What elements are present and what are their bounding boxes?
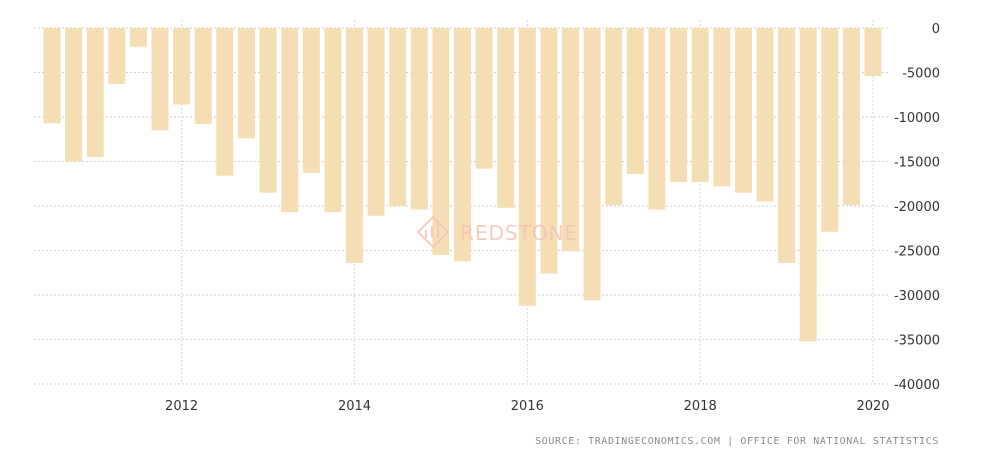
y-tick-label: -35000 bbox=[894, 334, 940, 349]
bar bbox=[432, 28, 450, 255]
bar bbox=[605, 28, 623, 206]
bar bbox=[756, 28, 774, 202]
bar bbox=[346, 28, 363, 263]
y-tick-label: -20000 bbox=[894, 200, 940, 215]
bar bbox=[43, 28, 61, 124]
bar bbox=[259, 28, 277, 193]
watermark: REDSTONE bbox=[416, 215, 578, 249]
bar bbox=[302, 28, 320, 174]
bar bbox=[65, 28, 83, 162]
bar bbox=[670, 28, 688, 182]
bars bbox=[43, 28, 882, 342]
bar bbox=[648, 28, 666, 210]
y-tick-label: -30000 bbox=[894, 289, 940, 304]
redstone-logo-icon bbox=[416, 215, 450, 249]
y-tick-label: -40000 bbox=[894, 378, 940, 393]
y-tick-label: -25000 bbox=[894, 245, 940, 260]
source-attribution: SOURCE: TRADINGECONOMICS.COM | OFFICE FO… bbox=[535, 436, 939, 447]
y-tick-label: -15000 bbox=[894, 156, 940, 171]
bar bbox=[324, 28, 342, 213]
bar bbox=[194, 28, 212, 125]
watermark-text: REDSTONE bbox=[460, 221, 578, 245]
bar bbox=[237, 28, 255, 139]
bar bbox=[129, 28, 147, 47]
bar bbox=[562, 28, 579, 252]
x-axis-tick-labels: 2012 2014 2016 2018 2020 bbox=[165, 399, 889, 414]
bar bbox=[821, 28, 839, 232]
bar bbox=[713, 28, 731, 187]
bar bbox=[389, 28, 407, 206]
bar bbox=[734, 28, 752, 193]
bar bbox=[173, 28, 191, 105]
bar bbox=[281, 28, 299, 213]
bar bbox=[540, 28, 558, 274]
bar bbox=[842, 28, 860, 206]
y-tick-label: 0 bbox=[932, 22, 940, 37]
bar bbox=[86, 28, 104, 157]
bar bbox=[151, 28, 169, 131]
bar bbox=[108, 28, 126, 85]
bar bbox=[864, 28, 882, 77]
bar bbox=[583, 28, 601, 301]
y-tick-label: -5000 bbox=[902, 67, 940, 82]
x-tick-label: 2014 bbox=[338, 399, 371, 414]
bar bbox=[799, 28, 817, 342]
bar bbox=[626, 28, 644, 174]
bar bbox=[216, 28, 234, 176]
bar bbox=[454, 28, 471, 262]
bar bbox=[691, 28, 709, 182]
bar bbox=[778, 28, 796, 263]
bar bbox=[497, 28, 515, 208]
bar bbox=[475, 28, 493, 169]
y-axis-tick-labels: 0 -5000 -10000 -15000 -20000 -25000 -30000 -350… bbox=[894, 22, 940, 393]
x-tick-label: 2018 bbox=[684, 399, 717, 414]
y-tick-label: -10000 bbox=[894, 111, 940, 126]
bar bbox=[410, 28, 428, 210]
x-tick-label: 2012 bbox=[165, 399, 198, 414]
bar bbox=[518, 28, 536, 306]
x-tick-label: 2016 bbox=[511, 399, 544, 414]
bar bbox=[367, 28, 385, 216]
x-tick-label: 2020 bbox=[856, 399, 889, 414]
